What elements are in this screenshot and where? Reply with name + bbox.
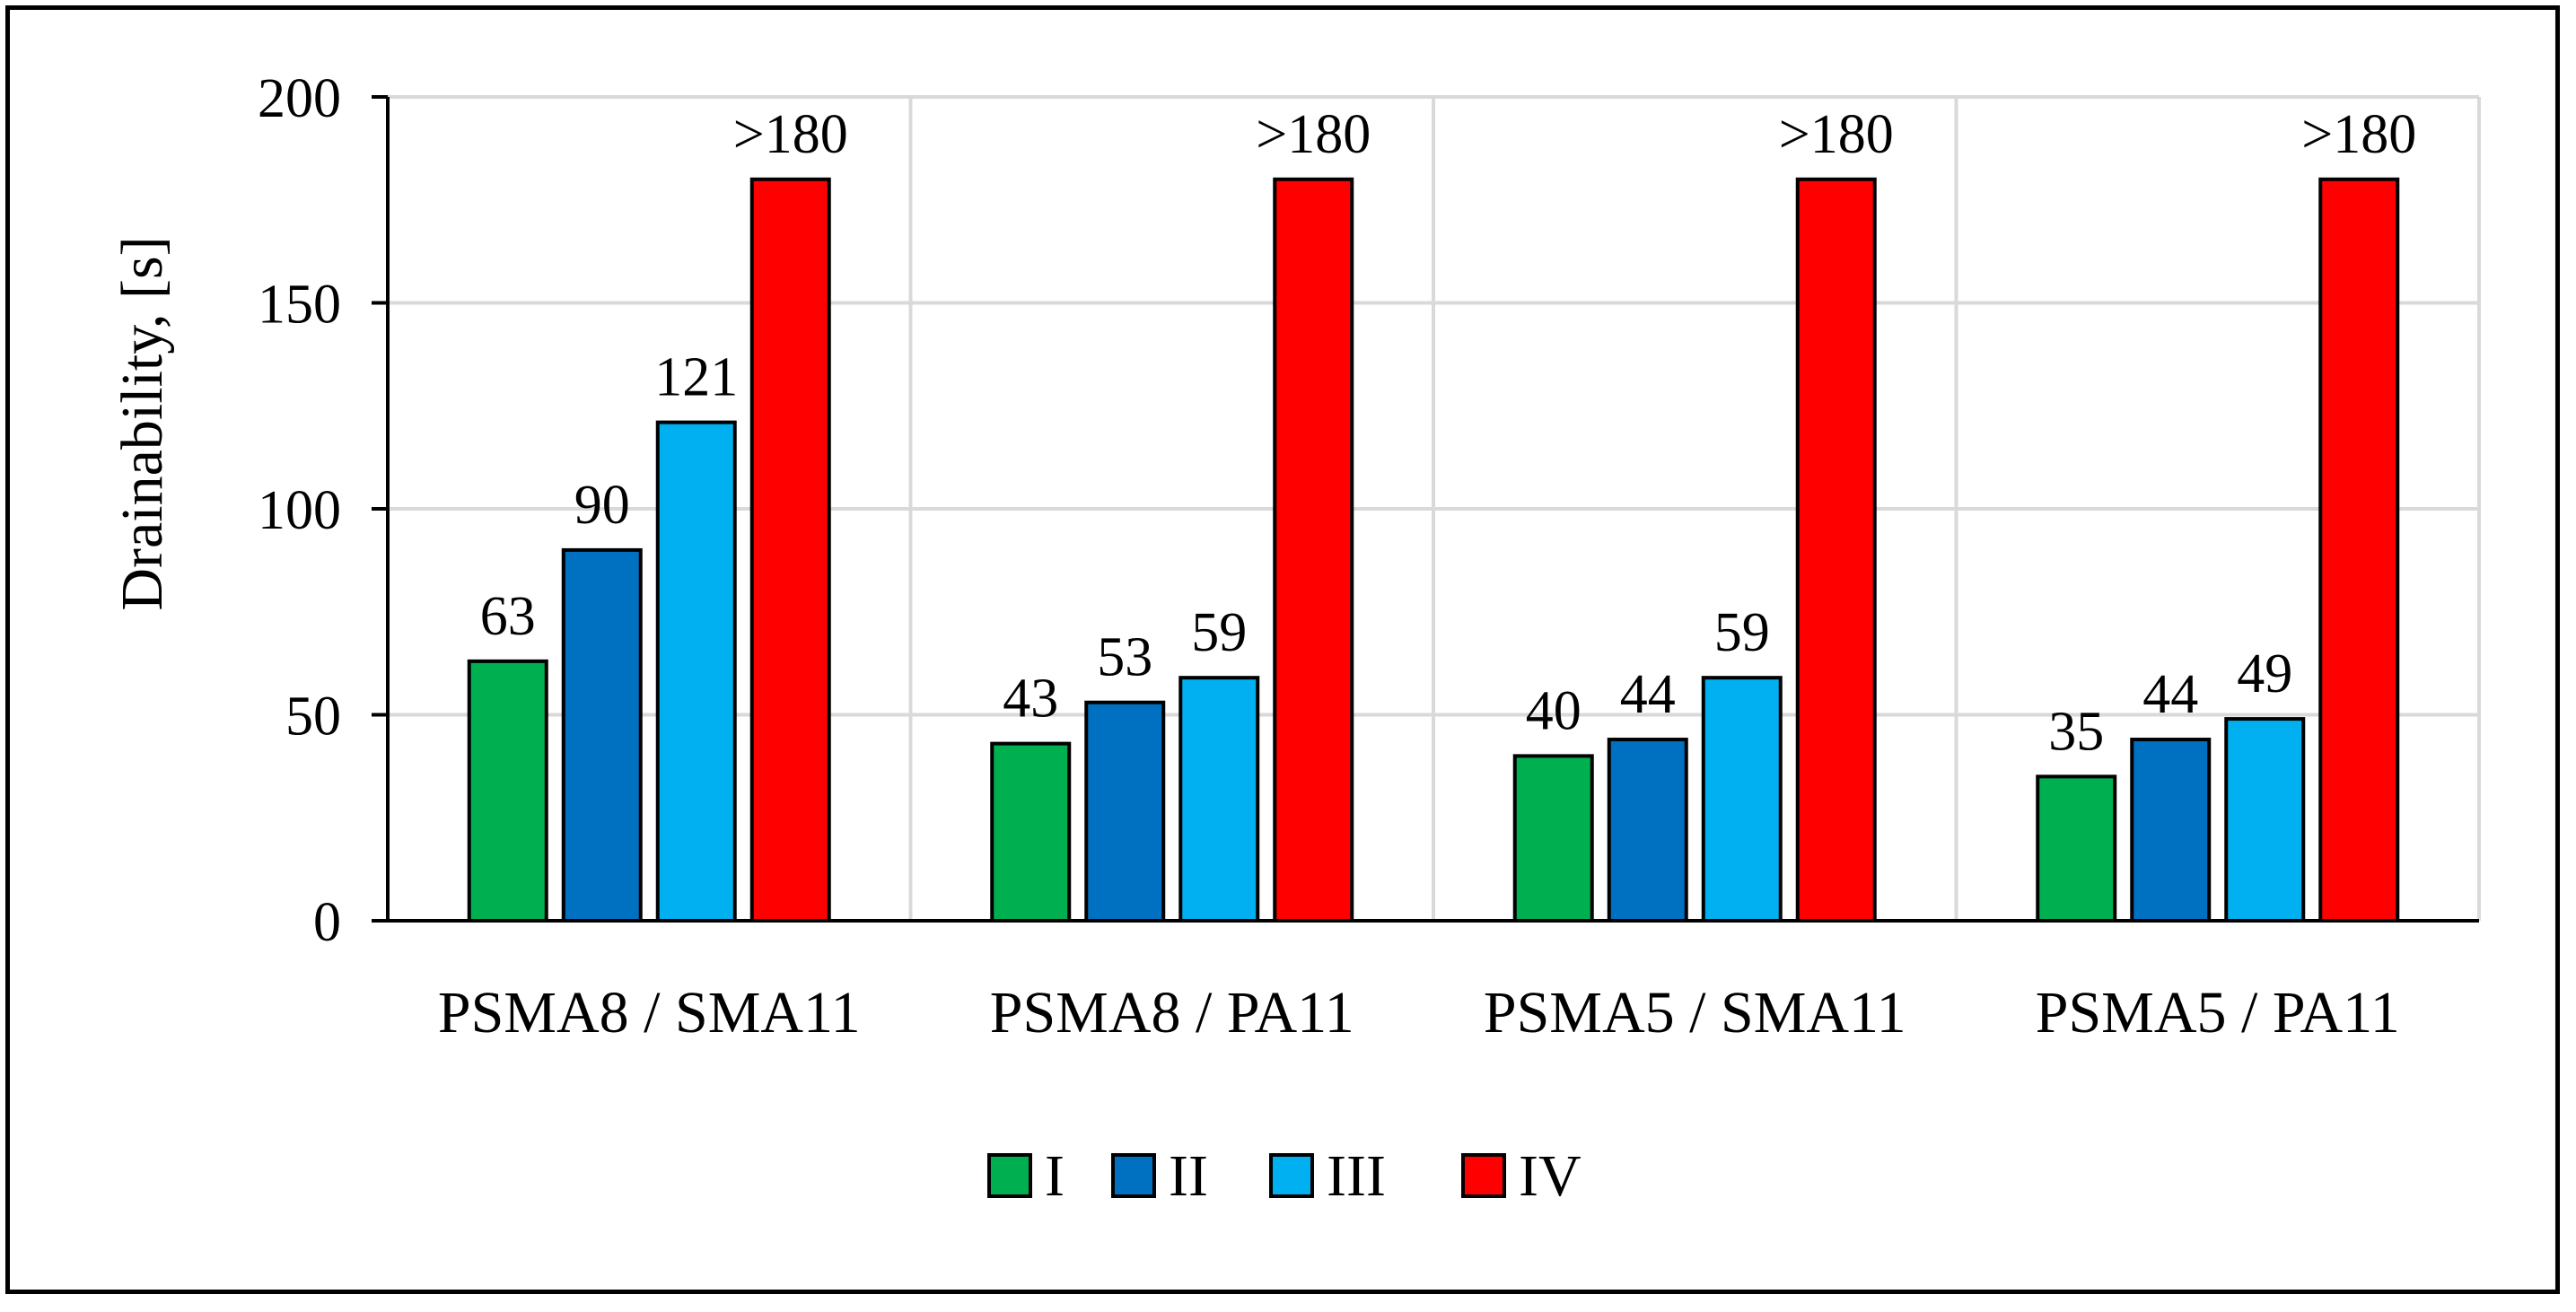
bar-i-1 <box>467 659 548 923</box>
category-label-2: PSMA8 / PA11 <box>990 980 1354 1045</box>
legend-swatch-iv <box>1461 1153 1506 1198</box>
data-label-ii-2: 53 <box>1097 627 1152 688</box>
y-axis-title: Drainability, [s] <box>110 236 175 610</box>
bars <box>467 177 2400 923</box>
bar-iv-1 <box>749 177 831 923</box>
data-label-ii-4: 44 <box>2142 664 2198 725</box>
y-tick-label-150: 150 <box>258 275 341 336</box>
y-tick-label-50: 50 <box>285 687 341 748</box>
data-label-i-3: 40 <box>1526 680 1582 741</box>
bar-iv-3 <box>1795 177 1877 923</box>
bar-iii-4 <box>2224 717 2306 923</box>
data-label-ii-1: 90 <box>574 475 630 536</box>
bar-i-2 <box>990 741 1072 923</box>
legend-label-i: I <box>1045 1143 1065 1209</box>
category-label-3: PSMA5 / SMA11 <box>1484 980 1906 1045</box>
bar-i-4 <box>2036 774 2117 923</box>
legend-swatch-ii <box>1111 1153 1156 1198</box>
bar-iv-2 <box>1273 177 1354 923</box>
legend-label-ii: II <box>1169 1143 1208 1209</box>
bar-iii-2 <box>1178 676 1260 923</box>
bar-iv-4 <box>2318 177 2400 923</box>
data-label-i-1: 63 <box>480 586 536 647</box>
legend-swatch-iii <box>1269 1153 1314 1198</box>
data-label-iv-2: >180 <box>1256 104 1371 165</box>
bar-iii-1 <box>655 420 737 923</box>
bar-i-3 <box>1512 754 1594 923</box>
data-label-iv-4: >180 <box>2301 104 2416 165</box>
y-tick-label-0: 0 <box>313 892 341 953</box>
bar-ii-4 <box>2130 738 2212 923</box>
bar-ii-1 <box>561 547 643 923</box>
data-label-iv-3: >180 <box>1779 104 1894 165</box>
legend-swatch-i <box>987 1153 1032 1198</box>
category-label-4: PSMA5 / PA11 <box>2036 980 2400 1045</box>
data-label-iii-1: 121 <box>654 347 738 408</box>
labels: 0 50 100 150 200 63 90 121 >180 PSMA8 / SMA11 43 53… <box>258 68 2416 1045</box>
data-label-iii-2: 59 <box>1191 602 1247 663</box>
bar-iii-3 <box>1701 676 1783 923</box>
legend-label-iii: III <box>1327 1143 1386 1209</box>
data-label-iv-1: >180 <box>733 104 848 165</box>
y-tick-label-200: 200 <box>258 68 341 129</box>
legend: I II III IV <box>987 1143 1582 1209</box>
data-label-ii-3: 44 <box>1620 664 1676 725</box>
data-label-iii-3: 59 <box>1714 602 1770 663</box>
data-label-iii-4: 49 <box>2237 643 2292 704</box>
bar-ii-2 <box>1084 700 1166 923</box>
category-label-1: PSMA8 / SMA11 <box>438 980 861 1045</box>
bar-ii-3 <box>1607 738 1688 923</box>
legend-label-iv: IV <box>1519 1143 1582 1209</box>
y-tick-label-100: 100 <box>258 480 341 541</box>
data-label-i-4: 35 <box>2048 701 2104 762</box>
data-label-i-2: 43 <box>1003 669 1058 730</box>
